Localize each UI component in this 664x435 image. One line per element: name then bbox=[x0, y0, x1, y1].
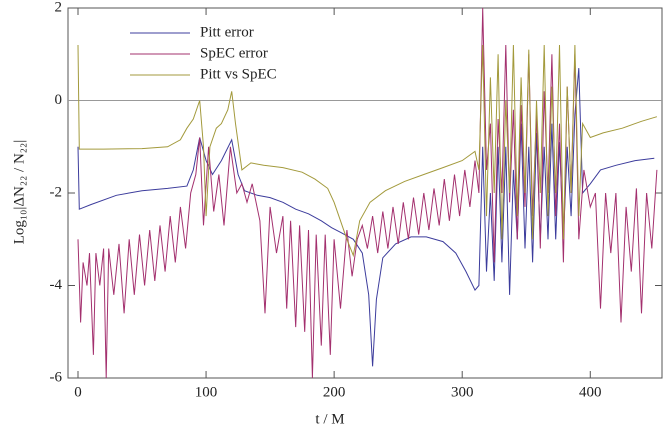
legend-label: Pitt vs SpEC bbox=[200, 66, 277, 82]
x-tick-label: 300 bbox=[451, 384, 474, 400]
x-tick-label: 100 bbox=[195, 384, 218, 400]
y-axis-label: Log₁₀|ΔN₂₂ / N₂₂| bbox=[11, 140, 27, 245]
x-axis-label: t / M bbox=[315, 411, 344, 427]
legend-label: Pitt error bbox=[200, 24, 254, 40]
x-tick-label: 400 bbox=[579, 384, 602, 400]
legend-label: SpEC error bbox=[200, 45, 268, 61]
series-line bbox=[77, 68, 655, 367]
y-tick-label: -6 bbox=[50, 369, 63, 385]
plot-frame bbox=[67, 7, 663, 379]
y-tick-label: 2 bbox=[55, 0, 63, 15]
x-tick-label: 200 bbox=[323, 384, 346, 400]
series-line bbox=[77, 8, 658, 378]
y-tick-label: -2 bbox=[50, 184, 63, 200]
series-line bbox=[77, 44, 658, 258]
y-tick-label: -4 bbox=[50, 277, 63, 293]
x-tick-label: 0 bbox=[74, 384, 82, 400]
y-tick-label: 0 bbox=[55, 92, 63, 108]
